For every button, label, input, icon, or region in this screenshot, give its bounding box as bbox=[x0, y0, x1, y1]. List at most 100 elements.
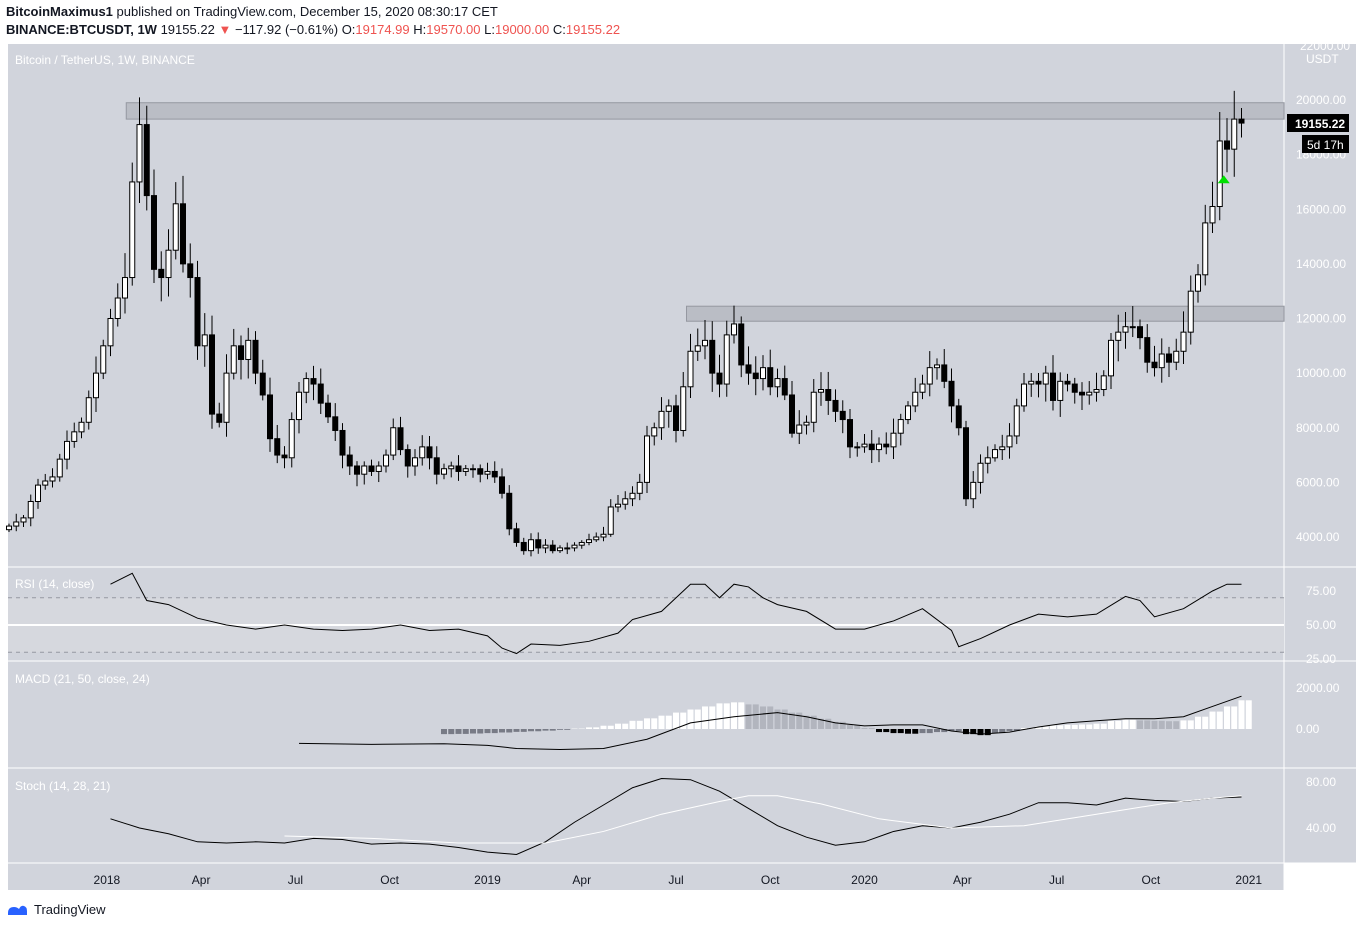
candle[interactable] bbox=[738, 316, 745, 378]
candle[interactable] bbox=[781, 365, 788, 401]
candle[interactable] bbox=[20, 514, 27, 527]
candle[interactable] bbox=[477, 464, 484, 483]
candle[interactable] bbox=[992, 444, 998, 462]
stoch-pane[interactable] bbox=[8, 768, 1284, 863]
author-name[interactable]: BitcoinMaximus1 bbox=[6, 4, 113, 19]
candle[interactable] bbox=[404, 444, 411, 478]
candle[interactable] bbox=[1173, 338, 1180, 371]
candle[interactable] bbox=[1224, 118, 1230, 173]
price-axis[interactable] bbox=[1284, 44, 1356, 863]
candle[interactable] bbox=[984, 446, 991, 474]
candle[interactable] bbox=[100, 339, 107, 380]
candle[interactable] bbox=[1180, 311, 1187, 364]
candle[interactable] bbox=[702, 320, 708, 360]
resistance-zone[interactable] bbox=[686, 305, 1285, 322]
candle[interactable] bbox=[397, 416, 404, 456]
candle[interactable] bbox=[767, 349, 774, 396]
candle[interactable] bbox=[462, 465, 469, 476]
candle[interactable] bbox=[441, 463, 447, 480]
candle[interactable] bbox=[963, 420, 969, 506]
candle[interactable] bbox=[27, 494, 34, 527]
candle[interactable] bbox=[1050, 355, 1056, 411]
candle[interactable] bbox=[535, 532, 542, 554]
candle[interactable] bbox=[165, 229, 172, 297]
candle[interactable] bbox=[1006, 423, 1013, 459]
candle[interactable] bbox=[1187, 275, 1194, 345]
candle[interactable] bbox=[1238, 108, 1245, 138]
candle[interactable] bbox=[644, 425, 650, 493]
candle[interactable] bbox=[789, 380, 795, 438]
candle[interactable] bbox=[346, 446, 353, 475]
candle[interactable] bbox=[35, 478, 41, 509]
candle[interactable] bbox=[1086, 381, 1093, 405]
candle[interactable] bbox=[774, 368, 781, 398]
candle[interactable] bbox=[325, 394, 331, 423]
candle[interactable] bbox=[354, 461, 360, 487]
candle[interactable] bbox=[433, 446, 440, 485]
candle[interactable] bbox=[832, 389, 839, 422]
candle[interactable] bbox=[1129, 306, 1136, 338]
candle[interactable] bbox=[107, 308, 114, 357]
candle[interactable] bbox=[839, 400, 846, 434]
candle[interactable] bbox=[890, 418, 897, 460]
candle[interactable] bbox=[955, 398, 962, 436]
candle[interactable] bbox=[948, 368, 955, 423]
candle[interactable] bbox=[281, 446, 288, 469]
candle[interactable] bbox=[361, 461, 368, 485]
candle[interactable] bbox=[1071, 377, 1078, 404]
candle[interactable] bbox=[426, 435, 433, 470]
candle[interactable] bbox=[941, 349, 948, 389]
candle[interactable] bbox=[122, 253, 128, 314]
candle[interactable] bbox=[919, 374, 926, 400]
candle[interactable] bbox=[578, 540, 585, 549]
candle[interactable] bbox=[1064, 373, 1071, 392]
candle[interactable] bbox=[42, 473, 49, 490]
candle[interactable] bbox=[709, 321, 716, 392]
candle[interactable] bbox=[267, 377, 273, 452]
candle[interactable] bbox=[13, 513, 20, 532]
candle[interactable] bbox=[448, 461, 455, 478]
candle[interactable] bbox=[564, 542, 571, 555]
candle[interactable] bbox=[615, 494, 621, 513]
candle[interactable] bbox=[520, 537, 527, 555]
candle[interactable] bbox=[1137, 319, 1143, 350]
candle[interactable] bbox=[194, 260, 201, 360]
candle[interactable] bbox=[455, 455, 462, 481]
candle[interactable] bbox=[484, 462, 491, 480]
candle[interactable] bbox=[1195, 264, 1201, 303]
candle[interactable] bbox=[201, 313, 208, 367]
candle[interactable] bbox=[803, 415, 810, 435]
candle[interactable] bbox=[651, 422, 658, 446]
candle[interactable] bbox=[1166, 346, 1172, 377]
candle[interactable] bbox=[259, 359, 266, 401]
candle[interactable] bbox=[716, 354, 723, 398]
candle[interactable] bbox=[143, 105, 150, 211]
candle[interactable] bbox=[810, 379, 817, 433]
candle[interactable] bbox=[1035, 372, 1042, 398]
candle[interactable] bbox=[1057, 372, 1064, 417]
candle[interactable] bbox=[1108, 332, 1114, 389]
candle[interactable] bbox=[854, 442, 861, 457]
candle[interactable] bbox=[317, 368, 324, 415]
candle[interactable] bbox=[1013, 398, 1020, 445]
candle[interactable] bbox=[1093, 372, 1100, 402]
candle[interactable] bbox=[673, 394, 679, 443]
candle[interactable] bbox=[528, 533, 534, 557]
candle[interactable] bbox=[310, 365, 317, 401]
candle[interactable] bbox=[825, 371, 832, 415]
candle[interactable] bbox=[499, 468, 505, 499]
candle[interactable] bbox=[368, 459, 375, 476]
candle[interactable] bbox=[1202, 204, 1209, 286]
candle[interactable] bbox=[1042, 365, 1049, 402]
candle[interactable] bbox=[230, 328, 237, 380]
candle[interactable] bbox=[760, 355, 766, 391]
candle[interactable] bbox=[223, 354, 230, 437]
candle[interactable] bbox=[557, 545, 563, 553]
candle[interactable] bbox=[542, 539, 549, 554]
candle[interactable] bbox=[375, 461, 382, 483]
candle[interactable] bbox=[571, 542, 578, 552]
candle[interactable] bbox=[861, 434, 868, 453]
candle[interactable] bbox=[419, 435, 426, 466]
candle[interactable] bbox=[506, 485, 513, 536]
candle[interactable] bbox=[636, 473, 643, 501]
